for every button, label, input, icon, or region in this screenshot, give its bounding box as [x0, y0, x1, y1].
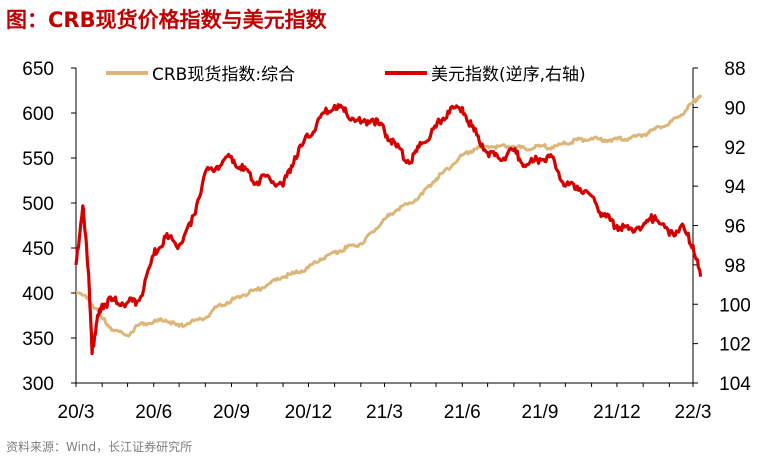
series-line-usd [74, 103, 703, 356]
y-left-tick-label: 350 [22, 329, 54, 350]
axes: 300 350 400 450 500 550 600 650 88 90 92 94 96 98 100 1… [22, 59, 751, 423]
y-left-tick-label: 450 [22, 239, 54, 260]
x-tick-label: 20/6 [135, 402, 172, 423]
y-left-tick-label: 300 [22, 374, 54, 395]
x-tick-label: 20/9 [213, 402, 250, 423]
x-tick-label: 20/12 [285, 402, 333, 423]
y-right-tick-label: 102 [719, 335, 751, 356]
legend-label-usd: 美元指数(逆序,右轴) [431, 65, 586, 85]
series-line-crb [75, 94, 703, 338]
y-left-tick-label: 600 [22, 104, 54, 125]
y-right-tick-label: 92 [724, 138, 745, 159]
y-right-tick-label: 88 [724, 59, 745, 80]
y-right-tick-label: 104 [719, 374, 751, 395]
x-tick-label: 22/3 [675, 402, 712, 423]
y-right-tick-label: 96 [724, 217, 745, 238]
y-left-tick-label: 400 [22, 284, 54, 305]
y-right-tick-label: 90 [724, 98, 745, 119]
y-left-tick-label: 650 [22, 59, 54, 80]
source-note: 资料来源：Wind，长江证券研究所 [6, 440, 193, 454]
chart-title: 图：CRB现货价格指数与美元指数 [6, 8, 327, 32]
x-tick-label: 21/9 [522, 402, 559, 423]
y-left-tick-label: 500 [22, 194, 54, 215]
y-right-tick-label: 94 [724, 177, 746, 198]
y-left-tick-label: 550 [22, 149, 54, 170]
legend: CRB现货指数:综合 美元指数(逆序,右轴) [106, 65, 586, 85]
x-tick-label: 21/3 [366, 402, 403, 423]
y-right-tick-label: 98 [724, 256, 745, 277]
legend-label-crb: CRB现货指数:综合 [152, 65, 295, 85]
x-tick-label: 20/3 [58, 402, 95, 423]
x-tick-label: 21/12 [593, 402, 641, 423]
y-right-tick-label: 100 [719, 295, 751, 316]
series-group [74, 94, 703, 356]
x-tick-label: 21/6 [444, 402, 481, 423]
